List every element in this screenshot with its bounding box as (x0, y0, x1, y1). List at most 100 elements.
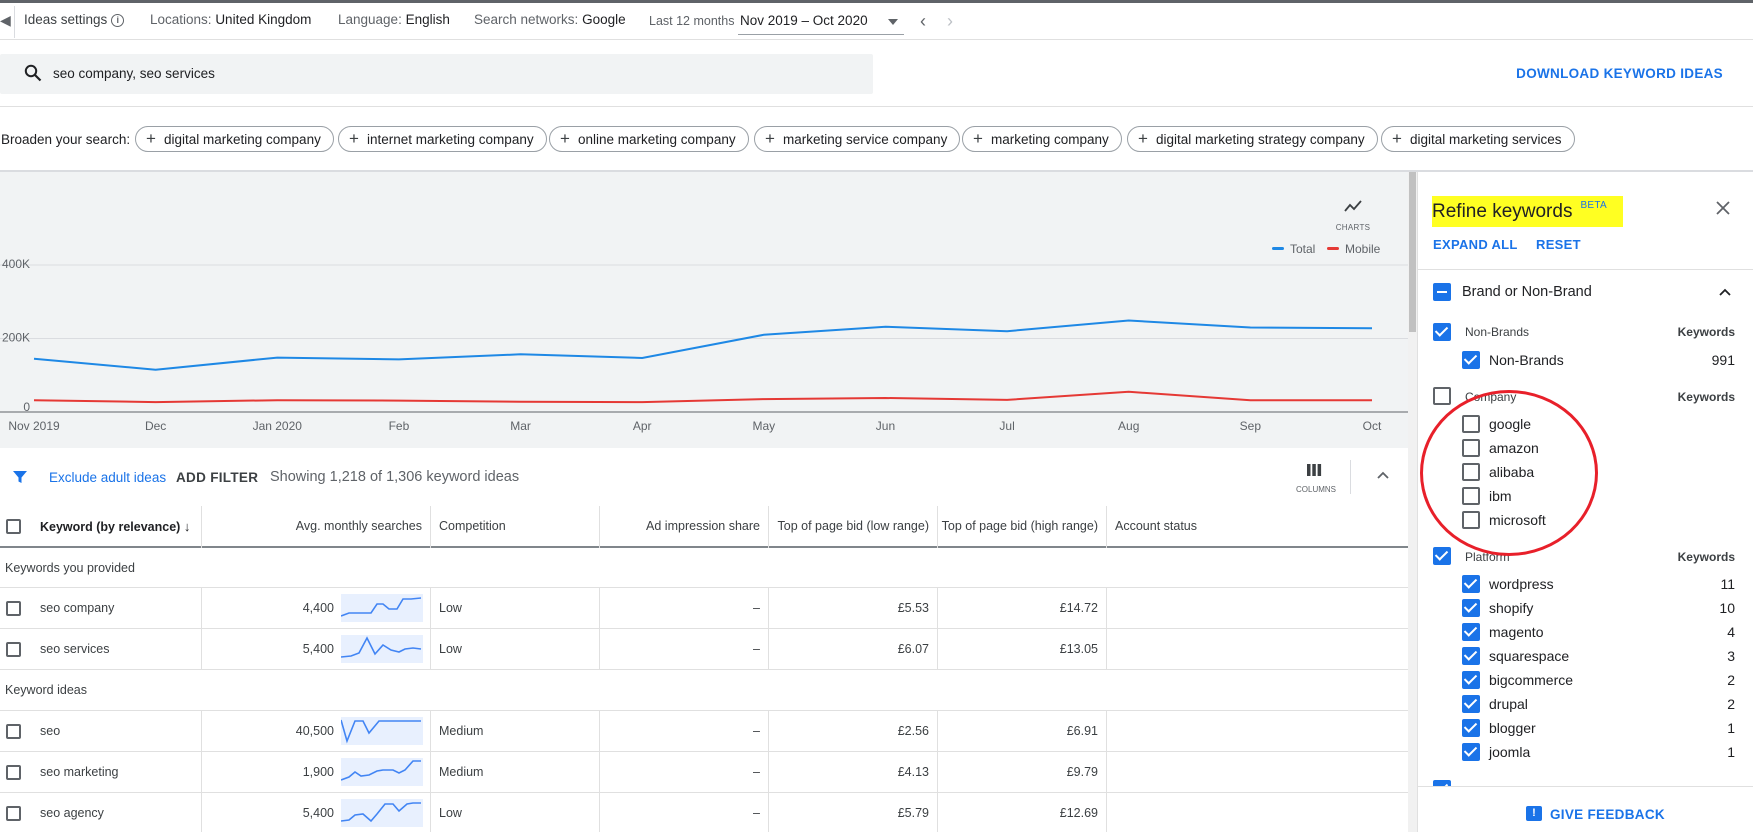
ideas-settings-title[interactable]: Ideas settings i (24, 12, 125, 27)
date-range-select[interactable]: Nov 2019 – Oct 2020 (738, 9, 904, 35)
scrollbar-track[interactable] (1408, 172, 1417, 832)
exclude-adult-ideas-filter[interactable]: Exclude adult ideas (49, 470, 167, 485)
legend-mobile[interactable]: Mobile (1327, 242, 1380, 256)
chevron-up-icon[interactable] (1376, 468, 1390, 482)
avg-searches-cell: 5,400 (302, 806, 334, 820)
broaden-chip[interactable]: + marketing service company (754, 126, 961, 152)
platform-option-checkbox[interactable] (1462, 671, 1480, 689)
broaden-chip[interactable]: + marketing company (962, 126, 1122, 152)
locations-setting[interactable]: Locations: United Kingdom (150, 12, 311, 27)
chip-label: marketing service company (783, 132, 948, 147)
next-period-icon[interactable]: › (947, 11, 953, 31)
bid-low-header[interactable]: Top of page bid (low range) (777, 519, 929, 533)
reset-button[interactable]: RESET (1536, 237, 1581, 252)
language-setting[interactable]: Language: English (338, 12, 450, 27)
bid-high-header[interactable]: Top of page bid (high range) (941, 519, 1098, 533)
non-brands-group-checkbox[interactable] (1433, 323, 1451, 341)
platform-group-checkbox[interactable] (1433, 547, 1451, 565)
table-row[interactable]: seo company 4,400 Low – £5.53 £14.72 (0, 588, 1408, 629)
info-icon[interactable]: i (111, 14, 125, 27)
competition-header[interactable]: Competition (439, 519, 506, 533)
broaden-chip[interactable]: + digital marketing company (135, 126, 334, 152)
divider (0, 170, 1753, 172)
ad-impression-share-header[interactable]: Ad impression share (646, 519, 760, 533)
option-count: 4 (1727, 624, 1735, 640)
row-checkbox[interactable] (6, 642, 21, 657)
platform-option-checkbox[interactable] (1462, 743, 1480, 761)
account-status-header[interactable]: Account status (1115, 519, 1197, 533)
chevron-up-icon[interactable] (1718, 286, 1732, 298)
column-divider (937, 793, 938, 832)
give-feedback-button[interactable]: GIVE FEEDBACK (1550, 807, 1665, 822)
option-label[interactable]: shopify (1489, 600, 1534, 616)
option-label[interactable]: joomla (1489, 744, 1531, 760)
option-label[interactable]: squarespace (1489, 648, 1570, 664)
previous-period-icon[interactable]: ‹ (920, 11, 926, 31)
option-label[interactable]: bigcommerce (1489, 672, 1574, 688)
expand-all-button[interactable]: EXPAND ALL (1433, 237, 1518, 252)
company-group-checkbox[interactable] (1433, 387, 1451, 405)
close-icon[interactable] (1715, 200, 1731, 216)
y-tick-label: 400K (2, 257, 30, 271)
x-tick-label: Aug (1118, 419, 1139, 433)
x-tick-label: Mar (510, 419, 531, 433)
brand-section-checkbox[interactable] (1433, 283, 1451, 301)
keyword-cell: seo services (40, 642, 110, 656)
keyword-search-box[interactable]: seo company, seo services (0, 54, 873, 94)
section-title[interactable]: Brand or Non-Brand (1462, 284, 1592, 300)
column-divider (768, 752, 769, 793)
other-brands-group-checkbox[interactable] (1433, 780, 1451, 788)
broaden-chip[interactable]: + digital marketing strategy company (1127, 126, 1378, 152)
competition-cell: Medium (439, 724, 484, 738)
column-divider (1106, 711, 1107, 752)
table-row[interactable]: seo agency 5,400 Low – £5.79 £12.69 (0, 793, 1408, 832)
add-filter-button[interactable]: ADD FILTER (176, 470, 259, 485)
option-label[interactable]: Non-Brands (1489, 352, 1564, 368)
non-brands-checkbox[interactable] (1462, 351, 1480, 369)
trend-sparkline (341, 799, 423, 827)
platform-option-checkbox[interactable] (1462, 647, 1480, 665)
download-keyword-ideas-button[interactable]: DOWNLOAD KEYWORD IDEAS (1516, 66, 1723, 81)
group-label: Keyword ideas (5, 683, 87, 697)
collapse-left-icon[interactable]: ◀ (0, 12, 11, 28)
platform-option-checkbox[interactable] (1462, 623, 1480, 641)
broaden-chip[interactable]: + internet marketing company (338, 126, 547, 152)
filter-icon[interactable] (12, 469, 28, 485)
row-checkbox[interactable] (6, 601, 21, 616)
table-row[interactable]: seo marketing 1,900 Medium – £4.13 £9.79 (0, 752, 1408, 793)
broaden-chip[interactable]: + digital marketing services (1381, 126, 1575, 152)
language-value: English (405, 12, 450, 27)
bid-low-cell: £4.13 (897, 765, 929, 779)
row-checkbox[interactable] (6, 765, 21, 780)
platform-option-checkbox[interactable] (1462, 599, 1480, 617)
column-divider (201, 629, 202, 670)
column-divider (937, 752, 938, 793)
platform-option-checkbox[interactable] (1462, 719, 1480, 737)
broaden-chip[interactable]: + online marketing company (549, 126, 749, 152)
table-row[interactable]: seo 40,500 Medium – £2.56 £6.91 (0, 711, 1408, 752)
table-row[interactable]: seo services 5,400 Low – £6.07 £13.05 (0, 629, 1408, 670)
platform-option-checkbox[interactable] (1462, 695, 1480, 713)
option-count: 10 (1719, 600, 1735, 616)
option-label[interactable]: wordpress (1489, 576, 1554, 592)
columns-button[interactable]: COLUMNS (1296, 463, 1336, 494)
search-query[interactable]: seo company, seo services (53, 66, 215, 81)
legend-total[interactable]: Total (1272, 242, 1315, 256)
option-label[interactable]: magento (1489, 624, 1544, 640)
avg-monthly-searches-header[interactable]: Avg. monthly searches (295, 519, 422, 533)
plus-icon: + (1138, 129, 1148, 148)
platform-option-checkbox[interactable] (1462, 575, 1480, 593)
select-all-checkbox[interactable] (6, 519, 21, 534)
option-label[interactable]: blogger (1489, 720, 1536, 736)
keyword-column-header[interactable]: Keyword (by relevance) ↓ (40, 506, 190, 546)
search-networks-setting[interactable]: Search networks: Google (474, 12, 626, 27)
row-checkbox[interactable] (6, 724, 21, 739)
ad-share-cell: – (753, 806, 760, 820)
row-checkbox[interactable] (6, 806, 21, 821)
column-divider (599, 752, 600, 793)
search-networks-value: Google (582, 12, 626, 27)
header-label: Keyword (by relevance) (40, 520, 181, 534)
option-label[interactable]: drupal (1489, 696, 1528, 712)
charts-toggle-button[interactable]: CHARTS (1335, 196, 1371, 232)
scrollbar-thumb[interactable] (1409, 172, 1416, 332)
